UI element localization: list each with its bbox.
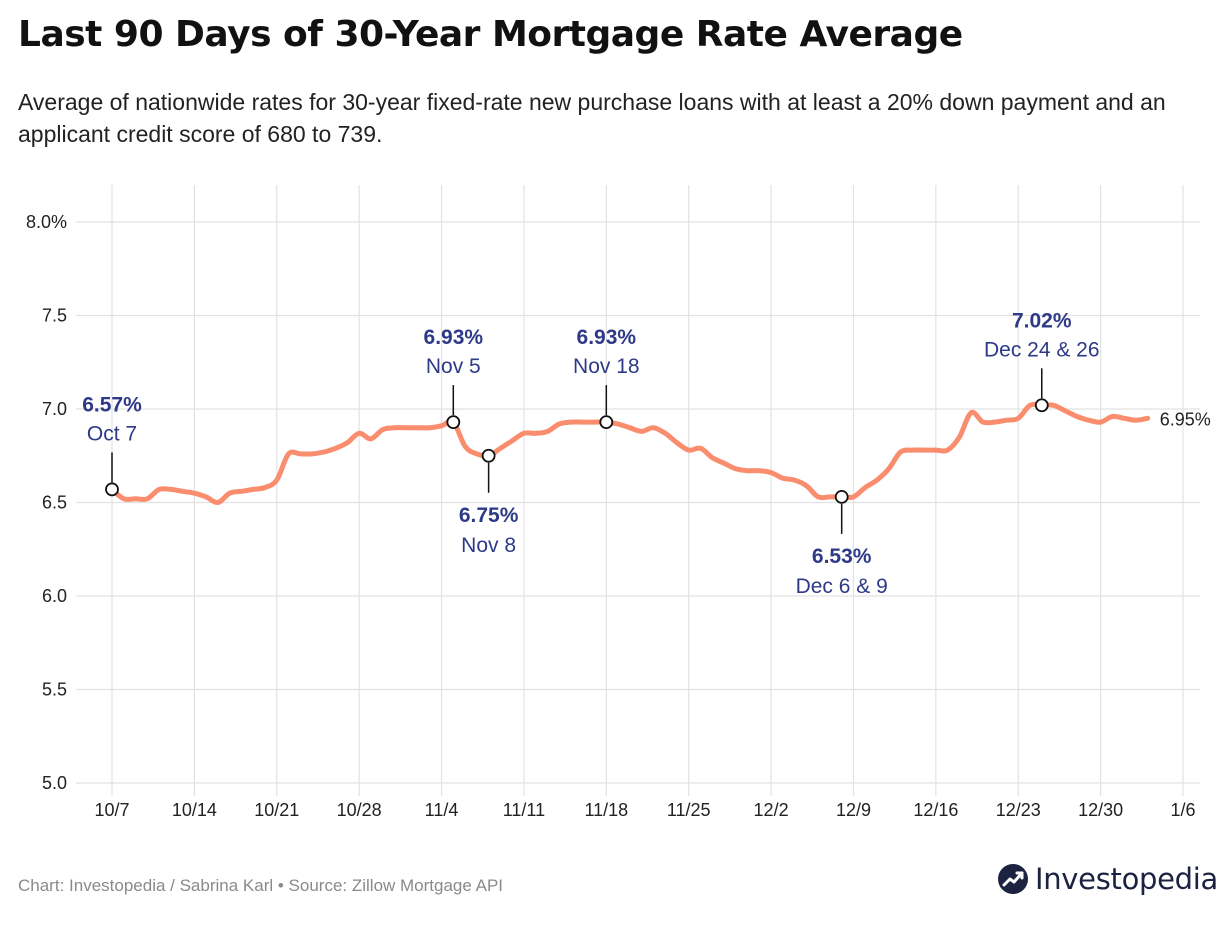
annotation-date: Dec 6 & 9 — [796, 575, 888, 598]
chart-subtitle: Average of nationwide rates for 30-year … — [18, 89, 1166, 147]
y-tick-label: 6.0 — [42, 586, 67, 606]
rate-line — [109, 401, 1151, 506]
brand-name: Investopedia — [1034, 862, 1218, 896]
y-tick-label: 7.5 — [42, 306, 67, 326]
x-tick-label: 11/11 — [503, 800, 545, 820]
annotation-value: 6.75% — [459, 504, 519, 527]
annotation: 6.57% Oct 7 — [82, 393, 142, 497]
x-tick-label: 11/4 — [425, 800, 459, 820]
x-tick-label: 12/23 — [996, 800, 1041, 820]
x-tick-label: 11/18 — [584, 800, 628, 820]
x-tick-label: 10/28 — [337, 800, 382, 820]
x-tick-label: 1/6 — [1170, 800, 1195, 820]
x-tick-label: 12/16 — [913, 800, 958, 820]
annotation-date: Oct 7 — [87, 422, 137, 445]
x-gridlines — [111, 185, 1184, 796]
annotation: 7.02% Dec 24 & 26 — [984, 309, 1100, 413]
annotation-date: Dec 24 & 26 — [984, 338, 1100, 361]
y-axis: 5.0 5.5 6.0 6.5 7.0 7.5 8.0% — [26, 212, 67, 793]
x-tick-label: 10/21 — [254, 800, 299, 820]
annotation-date: Nov 18 — [573, 355, 640, 378]
annotation-marker — [599, 415, 614, 429]
annotation: 6.93% Nov 5 — [424, 326, 484, 429]
x-tick-label: 10/14 — [172, 800, 217, 820]
y-tick-label: 5.0 — [42, 773, 67, 793]
annotation-marker — [481, 448, 496, 463]
x-tick-label: 10/7 — [94, 800, 129, 820]
annotation-value: 6.93% — [577, 326, 637, 349]
x-axis: 10/7 10/14 10/21 10/28 11/4 11/11 11/18 11/25 12… — [94, 800, 1195, 820]
x-tick-label: 11/25 — [667, 800, 711, 820]
y-gridlines — [76, 221, 1200, 784]
end-value-label: 6.95% — [1160, 409, 1211, 429]
annotation-marker — [1034, 398, 1049, 413]
y-tick-label: 6.5 — [42, 493, 67, 513]
annotation-value: 6.53% — [812, 545, 872, 568]
y-tick-label: 5.5 — [42, 680, 67, 700]
x-tick-label: 12/2 — [754, 800, 789, 820]
investopedia-logo-icon — [997, 864, 1028, 894]
annotation: 6.93% Nov 18 — [573, 326, 640, 429]
y-tick-label: 8.0% — [26, 212, 67, 232]
annotation-date: Nov 5 — [426, 355, 481, 378]
annotation-marker — [105, 482, 119, 497]
x-tick-label: 12/30 — [1078, 800, 1123, 820]
annotation-value: 6.93% — [424, 326, 484, 349]
source-credit: Chart: Investopedia / Sabrina Karl • Sou… — [18, 876, 504, 895]
x-tick-label: 12/9 — [836, 800, 871, 820]
line-chart: 5.05.56.06.57.07.58.0% 10/7 10/14 10/21 10/… — [26, 185, 1211, 820]
annotation-value: 7.02% — [1012, 309, 1072, 332]
annotation: 6.75% Nov 8 — [459, 448, 519, 557]
annotation-value: 6.57% — [82, 393, 142, 416]
annotations-layer: 6.57% Oct 7 6.93% Nov 5 6.75% Nov 8 6.93% Nov 1… — [82, 309, 1099, 598]
brand[interactable]: Investopedia — [997, 862, 1218, 896]
series-layer — [109, 401, 1151, 506]
annotation-marker — [446, 415, 461, 429]
chart-title: Last 90 Days of 30-Year Mortgage Rate Av… — [18, 14, 963, 55]
y-tick-label: 7.0 — [42, 399, 67, 419]
annotation-marker — [834, 489, 849, 504]
annotation: 6.53% Dec 6 & 9 — [796, 489, 888, 598]
annotation-date: Nov 8 — [461, 534, 516, 557]
